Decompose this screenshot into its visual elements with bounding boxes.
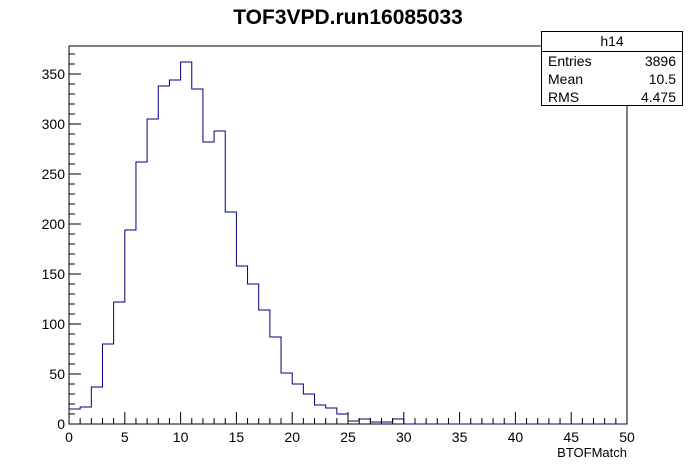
x-tick-label: 0 (65, 429, 73, 445)
x-tick-label: 20 (284, 429, 300, 445)
stats-row-rms: RMS 4.475 (542, 88, 682, 106)
y-tick-label: 150 (42, 266, 66, 282)
stats-box: h14 Entries 3896 Mean 10.5 RMS 4.475 (541, 31, 683, 106)
y-tick-label: 200 (42, 216, 66, 232)
stats-row-entries: Entries 3896 (542, 52, 682, 70)
y-tick-label: 300 (42, 116, 66, 132)
y-tick-label: 50 (49, 366, 65, 382)
stats-value-entries: 3896 (644, 53, 676, 69)
x-tick-label: 50 (619, 429, 635, 445)
histogram-series-line (68, 61, 627, 425)
stats-value-rms: 4.475 (640, 89, 676, 105)
x-tick-label: 15 (229, 429, 245, 445)
x-axis-label: BTOFMatch (557, 445, 627, 460)
x-tick-label: 30 (396, 429, 412, 445)
y-tick-label: 100 (42, 316, 66, 332)
stats-row-mean: Mean 10.5 (542, 70, 682, 88)
chart-title: TOF3VPD.run16085033 (233, 6, 463, 29)
x-tick-label: 5 (121, 429, 129, 445)
x-tick-label: 40 (508, 429, 524, 445)
x-tick-label: 10 (173, 429, 189, 445)
y-tick-label: 250 (42, 166, 66, 182)
y-tick-label: 0 (57, 416, 65, 432)
stats-label-rms: RMS (548, 89, 580, 105)
x-tick-label: 25 (340, 429, 356, 445)
stats-label-mean: Mean (548, 71, 584, 87)
stats-label-entries: Entries (548, 53, 592, 69)
stats-box-name: h14 (542, 32, 682, 52)
x-tick-label: 35 (452, 429, 468, 445)
y-tick-label: 350 (42, 66, 66, 82)
x-tick-label: 45 (563, 429, 579, 445)
stats-value-mean: 10.5 (648, 71, 676, 87)
